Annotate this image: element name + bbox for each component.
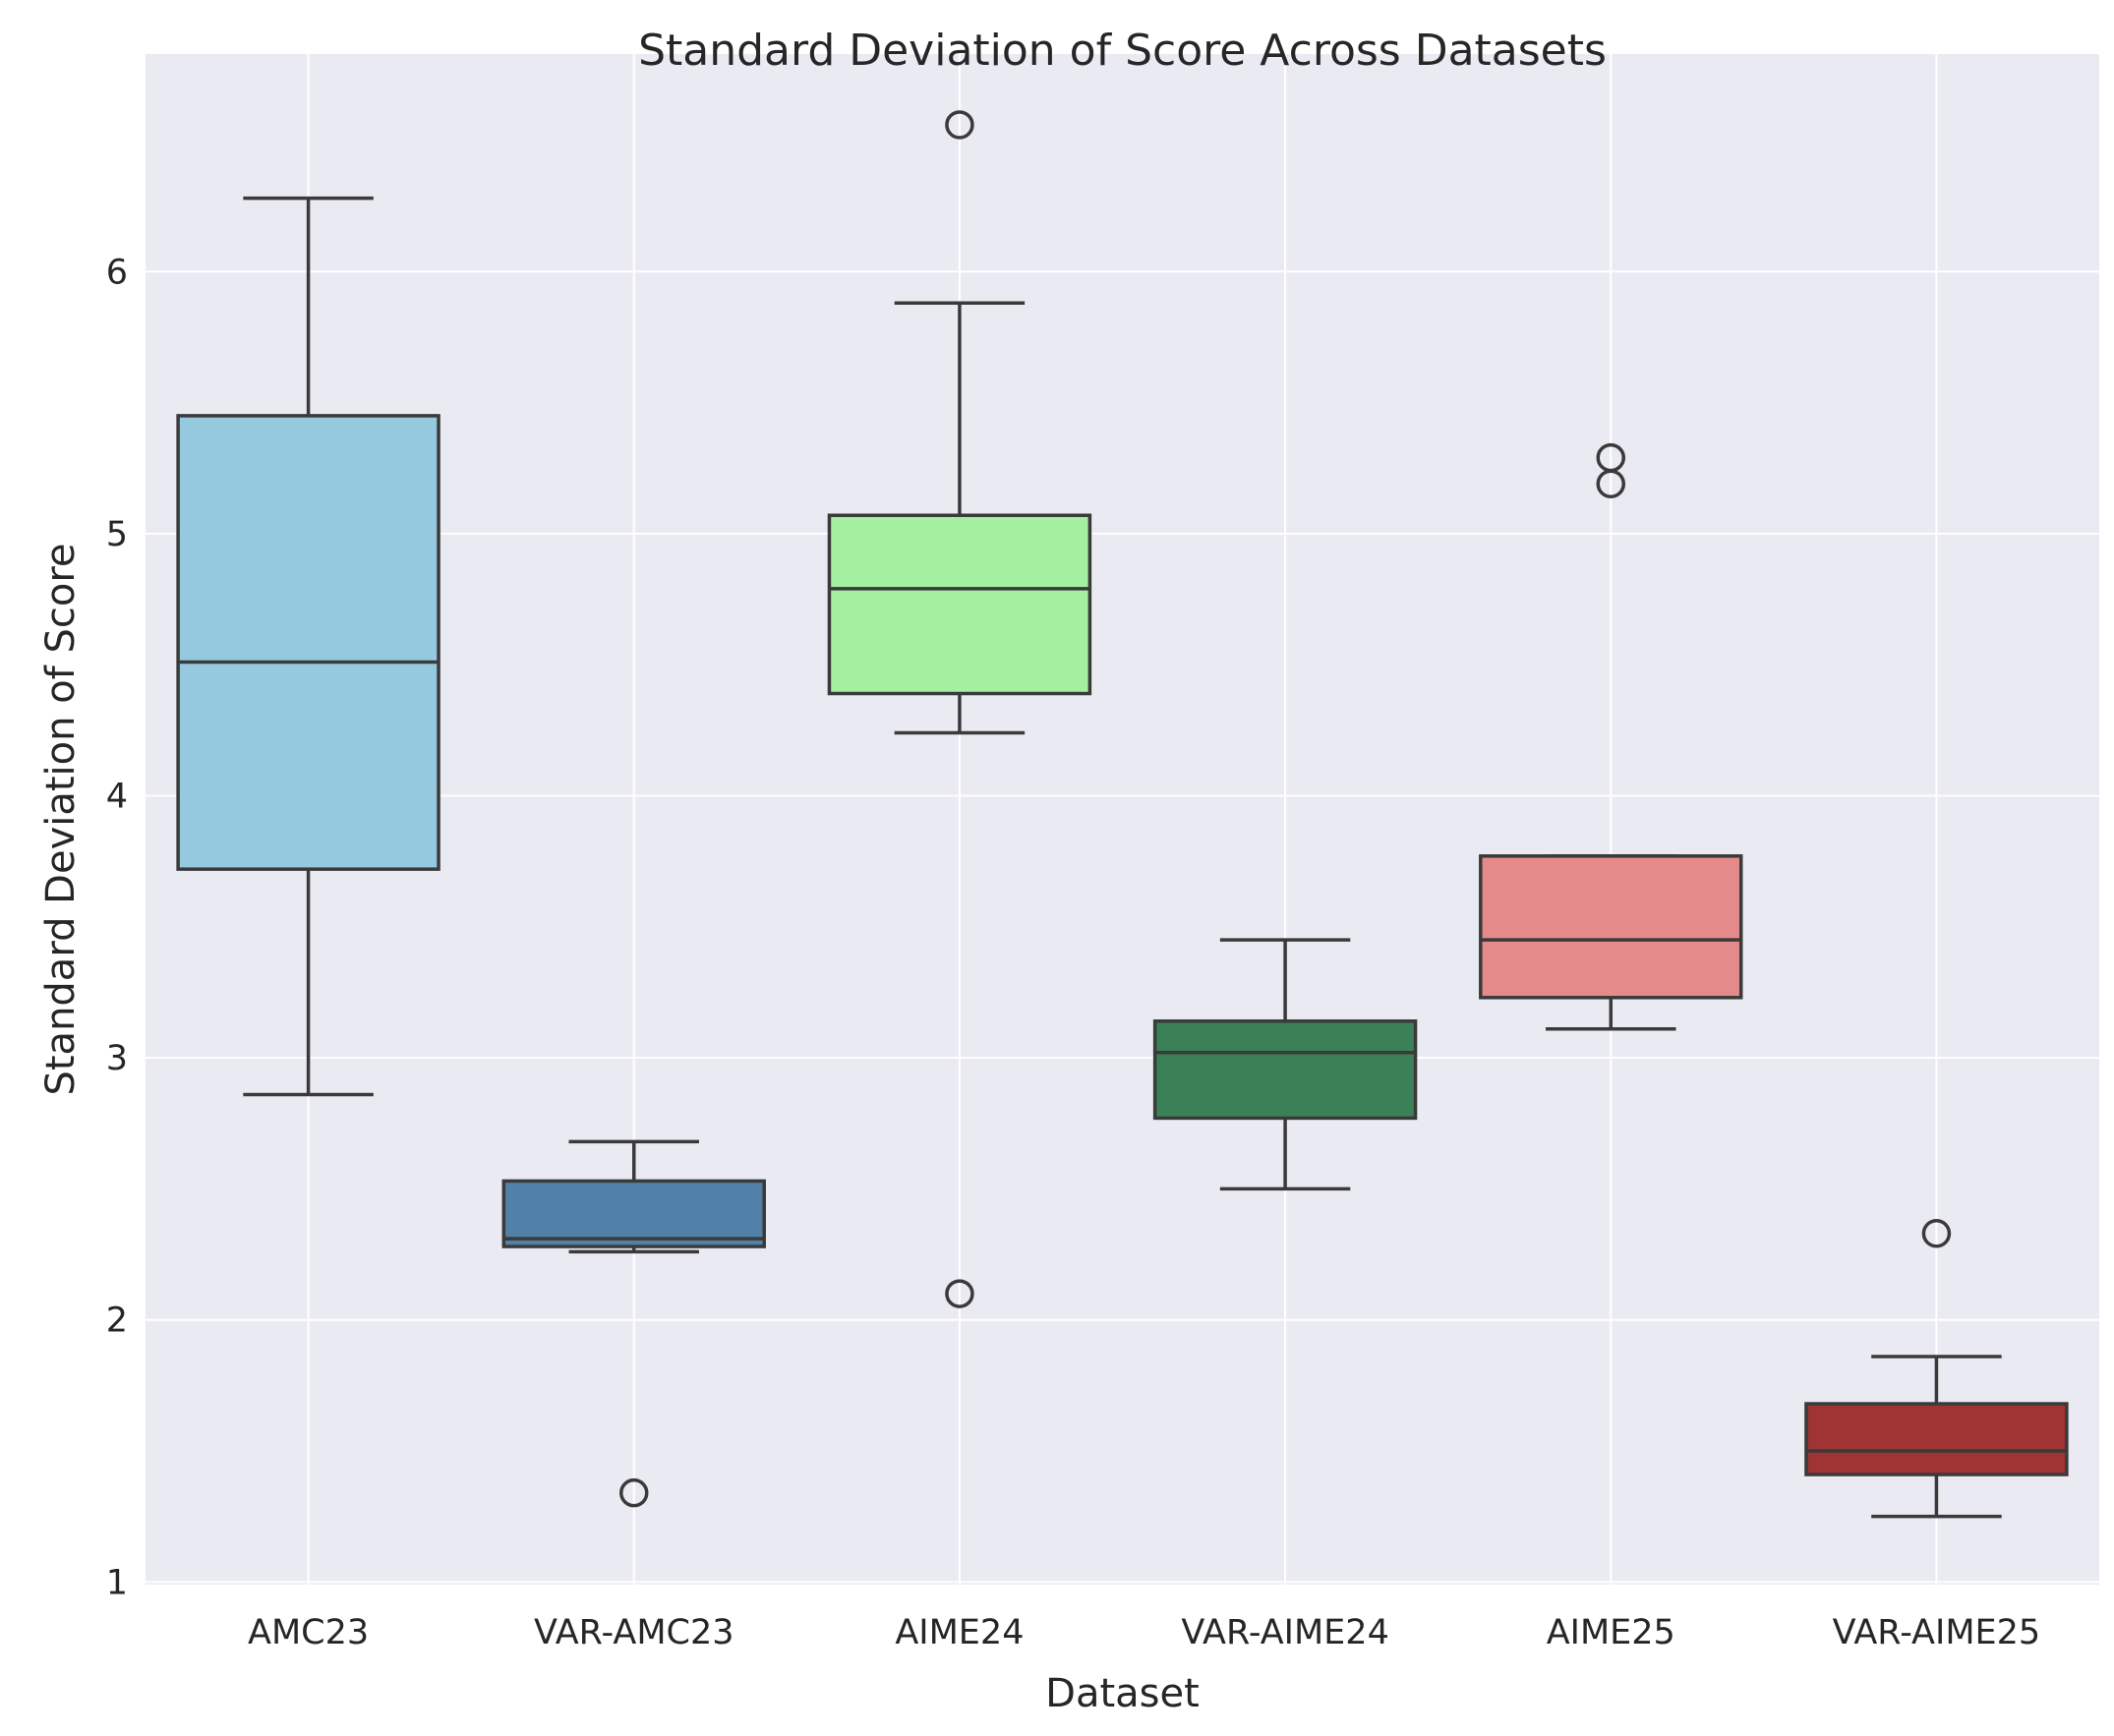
y-tick-label-5: 5 bbox=[106, 515, 128, 554]
whiskers bbox=[243, 196, 2002, 1519]
y-axis-ticks: 1 2 3 4 5 6 bbox=[106, 253, 128, 1602]
box-var-amc23 bbox=[501, 1179, 766, 1248]
y-axis-label: Standard Deviation of Score bbox=[38, 543, 84, 1095]
outlier-aime24-1 bbox=[945, 1279, 974, 1308]
y-tick-label-6: 6 bbox=[106, 253, 128, 292]
x-tick-label-var-aime24: VAR-AIME24 bbox=[1181, 1613, 1389, 1652]
box-aime24 bbox=[827, 513, 1092, 696]
x-tick-label-aime25: AIME25 bbox=[1547, 1613, 1675, 1652]
chart-title: Standard Deviation of Score Across Datas… bbox=[638, 26, 1607, 76]
y-tick-label-4: 4 bbox=[106, 778, 128, 817]
x-axis-ticks: AMC23 VAR-AMC23 AIME24 VAR-AIME24 AIME25 VAR-… bbox=[248, 1613, 2040, 1652]
box-var-aime25 bbox=[1804, 1402, 2069, 1476]
x-tick-label-var-aime25: VAR-AIME25 bbox=[1833, 1613, 2041, 1652]
box-amc23 bbox=[176, 414, 440, 871]
outlier-aime25-1 bbox=[1596, 469, 1625, 498]
box-aime25 bbox=[1479, 854, 1743, 1000]
outlier-var-amc23-0 bbox=[619, 1477, 649, 1508]
x-tick-label-var-amc23: VAR-AMC23 bbox=[534, 1613, 734, 1652]
x-tick-label-aime24: AIME24 bbox=[895, 1613, 1024, 1652]
y-tick-label-2: 2 bbox=[106, 1302, 128, 1341]
x-axis-label: Dataset bbox=[1045, 1671, 1200, 1716]
outlier-var-aime25-0 bbox=[1921, 1218, 1952, 1248]
x-tick-label-amc23: AMC23 bbox=[248, 1613, 369, 1652]
outlier-aime24-0 bbox=[945, 110, 974, 140]
y-tick-label-1: 1 bbox=[106, 1563, 128, 1602]
y-tick-label-3: 3 bbox=[106, 1039, 128, 1078]
plot-area bbox=[146, 54, 2099, 1585]
box-var-aime24 bbox=[1152, 1019, 1418, 1121]
outliers bbox=[619, 110, 1952, 1508]
boxes bbox=[176, 414, 2069, 1476]
